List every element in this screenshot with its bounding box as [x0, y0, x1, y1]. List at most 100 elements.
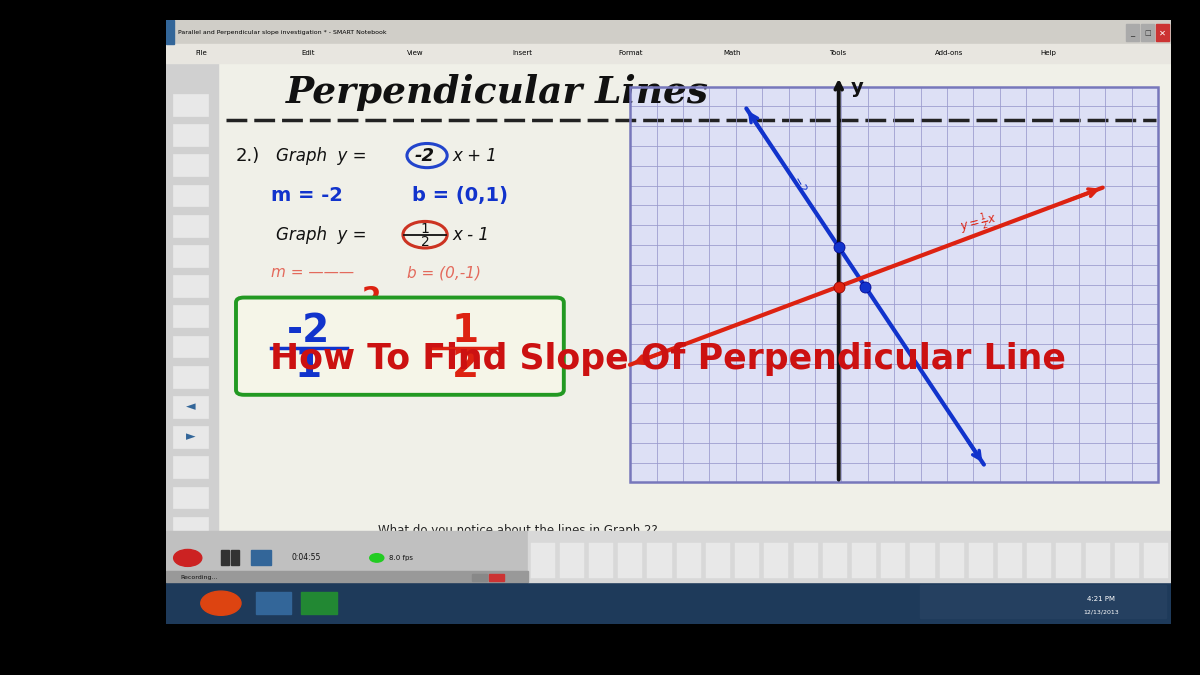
Bar — [173, 94, 208, 115]
Text: Math: Math — [724, 51, 742, 57]
Bar — [528, 531, 1171, 582]
Text: _: _ — [1130, 28, 1135, 37]
Text: ✕: ✕ — [1159, 28, 1166, 37]
Bar — [1056, 543, 1080, 578]
Bar — [911, 543, 935, 578]
Bar — [589, 543, 613, 578]
Bar — [920, 585, 1166, 618]
Text: How To Find Slope Of Perpendicular Line: How To Find Slope Of Perpendicular Line — [270, 342, 1067, 377]
Bar — [1115, 543, 1139, 578]
Bar — [301, 593, 336, 614]
Text: b = (0,1): b = (0,1) — [412, 186, 508, 205]
Bar — [173, 366, 208, 387]
Text: 0:04:55: 0:04:55 — [292, 554, 320, 562]
Bar — [173, 541, 208, 563]
Bar — [166, 571, 528, 582]
Text: 8.0 fps: 8.0 fps — [389, 555, 413, 561]
Bar — [173, 456, 208, 478]
Text: x - 1: x - 1 — [452, 225, 490, 244]
Bar — [793, 543, 817, 578]
Text: y: y — [851, 78, 864, 97]
Bar — [173, 305, 208, 327]
Bar — [881, 543, 905, 578]
Bar — [173, 487, 208, 508]
Circle shape — [174, 549, 202, 566]
Circle shape — [200, 591, 241, 616]
Text: Format: Format — [618, 51, 643, 57]
Bar — [166, 63, 218, 582]
Text: Recording...: Recording... — [181, 575, 218, 580]
Bar — [173, 155, 208, 176]
Bar — [1156, 24, 1169, 41]
Bar — [560, 543, 584, 578]
Text: ►: ► — [186, 431, 196, 443]
Bar — [823, 543, 847, 578]
Text: -2: -2 — [415, 146, 434, 165]
FancyBboxPatch shape — [236, 298, 564, 395]
Text: 2: 2 — [421, 235, 430, 249]
Bar — [940, 543, 964, 578]
Bar — [166, 45, 1171, 63]
Text: 1: 1 — [421, 221, 430, 236]
Text: ◄: ◄ — [186, 400, 196, 413]
Text: 12/13/2013: 12/13/2013 — [1082, 610, 1118, 615]
Text: View: View — [407, 51, 424, 57]
Bar — [256, 593, 292, 614]
Bar — [173, 517, 208, 539]
Circle shape — [370, 554, 384, 562]
Text: -2: -2 — [287, 313, 330, 350]
Text: $y=\frac{1}{2}x$: $y=\frac{1}{2}x$ — [958, 209, 1000, 238]
Text: Parallel and Perpendicular slope investigation * - SMART Notebook: Parallel and Perpendicular slope investi… — [178, 30, 386, 35]
Bar — [166, 20, 1171, 45]
Bar — [173, 215, 208, 236]
Text: Perpendicular Lines: Perpendicular Lines — [286, 74, 709, 111]
Text: 4:21 PM: 4:21 PM — [1087, 596, 1115, 602]
Bar — [968, 543, 992, 578]
Bar — [630, 86, 1158, 483]
Text: 2.): 2.) — [236, 147, 260, 165]
Bar — [251, 550, 271, 565]
Text: 1: 1 — [295, 347, 322, 385]
Bar — [173, 275, 208, 297]
Bar — [706, 543, 730, 578]
Text: Add-ons: Add-ons — [935, 51, 964, 57]
Text: □: □ — [1145, 30, 1151, 36]
Text: 2: 2 — [361, 286, 382, 313]
Bar — [473, 574, 487, 581]
Text: Insert: Insert — [512, 51, 533, 57]
Text: m = -2: m = -2 — [271, 186, 343, 205]
Text: File: File — [196, 51, 208, 57]
Text: Help: Help — [1040, 51, 1056, 57]
Bar — [530, 543, 554, 578]
Bar — [852, 543, 876, 578]
Text: Graph  y =: Graph y = — [276, 147, 372, 165]
Bar — [1141, 24, 1154, 41]
Text: m = ———: m = ——— — [271, 265, 354, 280]
Bar — [173, 396, 208, 418]
Text: b = (0,-1): b = (0,-1) — [407, 265, 481, 280]
Bar — [1086, 543, 1110, 578]
Text: Edit: Edit — [301, 51, 314, 57]
Text: Tools: Tools — [829, 51, 846, 57]
Bar — [173, 184, 208, 207]
Bar — [1144, 543, 1168, 578]
Text: x + 1: x + 1 — [452, 147, 497, 165]
Bar — [166, 20, 174, 45]
Bar — [1126, 24, 1139, 41]
Bar — [173, 335, 208, 357]
Bar — [221, 550, 229, 565]
Bar — [1027, 543, 1051, 578]
Bar — [736, 543, 760, 578]
Bar — [173, 124, 208, 146]
Text: 2: 2 — [451, 347, 479, 385]
Bar — [218, 63, 1171, 582]
Bar — [764, 543, 788, 578]
Bar — [166, 531, 528, 582]
Bar — [230, 550, 239, 565]
Bar — [998, 543, 1022, 578]
Bar — [166, 582, 1171, 624]
Text: What do you notice about the lines in Graph 2?: What do you notice about the lines in Gr… — [378, 524, 658, 537]
Text: $-2$: $-2$ — [791, 173, 810, 194]
Bar — [173, 245, 208, 267]
Bar — [618, 543, 642, 578]
